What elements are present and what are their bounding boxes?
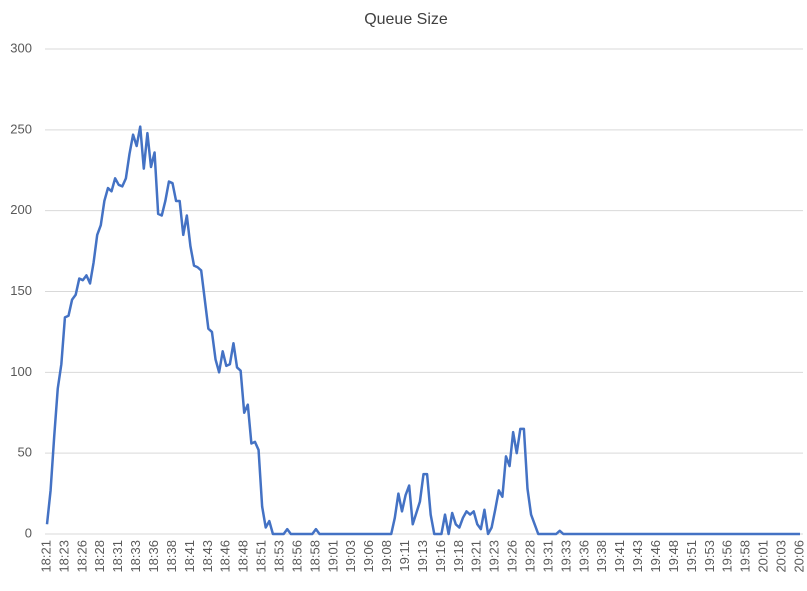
x-tick-label: 19:01 [325,540,340,573]
x-tick-label: 18:33 [128,540,143,573]
x-tick-label: 19:21 [469,540,484,573]
x-tick-label: 19:48 [666,540,681,573]
x-tick-label: 18:53 [272,540,287,573]
x-tick-label: 18:41 [182,540,197,573]
x-tick-label: 18:58 [307,540,322,573]
x-tick-label: 18:38 [164,540,179,573]
x-tick-label: 19:03 [343,540,358,573]
x-tick-label: 18:31 [110,540,125,573]
x-tick-label: 18:51 [254,540,269,573]
x-tick-label: 19:08 [379,540,394,573]
data-line [45,125,800,536]
y-tick-label: 100 [10,364,32,379]
x-tick-label: 19:58 [738,540,753,573]
x-tick-label: 19:53 [702,540,717,573]
x-tick-label: 19:11 [397,540,412,572]
y-tick-label: 300 [10,40,32,55]
x-tick-label: 18:21 [38,540,53,573]
x-tick-label: 19:26 [505,540,520,573]
y-tick-label: 0 [25,525,32,540]
x-tick-label: 19:31 [540,540,555,573]
x-tick-label: 18:48 [236,540,251,573]
x-tick-label: 19:36 [576,540,591,573]
y-tick-label: 50 [18,445,32,460]
x-tick-label: 18:43 [200,540,215,573]
x-tick-label: 20:01 [756,540,771,573]
y-tick-label: 250 [10,121,32,136]
x-tick-label: 20:03 [774,540,789,573]
x-tick-label: 20:06 [791,540,806,573]
x-tick-label: 19:33 [558,540,573,573]
x-tick-label: 18:46 [218,540,233,573]
x-tick-label: 18:36 [146,540,161,573]
x-tick-label: 19:43 [630,540,645,573]
y-tick-label: 150 [10,283,32,298]
x-tick-label: 19:41 [612,540,627,573]
x-tick-label: 19:38 [594,540,609,573]
x-tick-label: 18:23 [56,540,71,573]
x-tick-label: 19:06 [361,540,376,573]
x-tick-label: 18:26 [74,540,89,573]
x-tick-label: 19:13 [415,540,430,573]
x-tick-label: 18:28 [92,540,107,573]
x-tick-label: 19:16 [433,540,448,573]
x-tick-label: 19:56 [720,540,735,573]
chart-title: Queue Size [364,11,448,28]
x-tick-label: 18:56 [289,540,304,573]
y-tick-label: 200 [10,202,32,217]
x-tick-label: 19:18 [451,540,466,573]
x-tick-label: 19:28 [523,540,538,573]
x-tick-label: 19:46 [648,540,663,573]
x-tick-label: 19:23 [487,540,502,573]
x-tick-label: 19:51 [684,540,699,573]
